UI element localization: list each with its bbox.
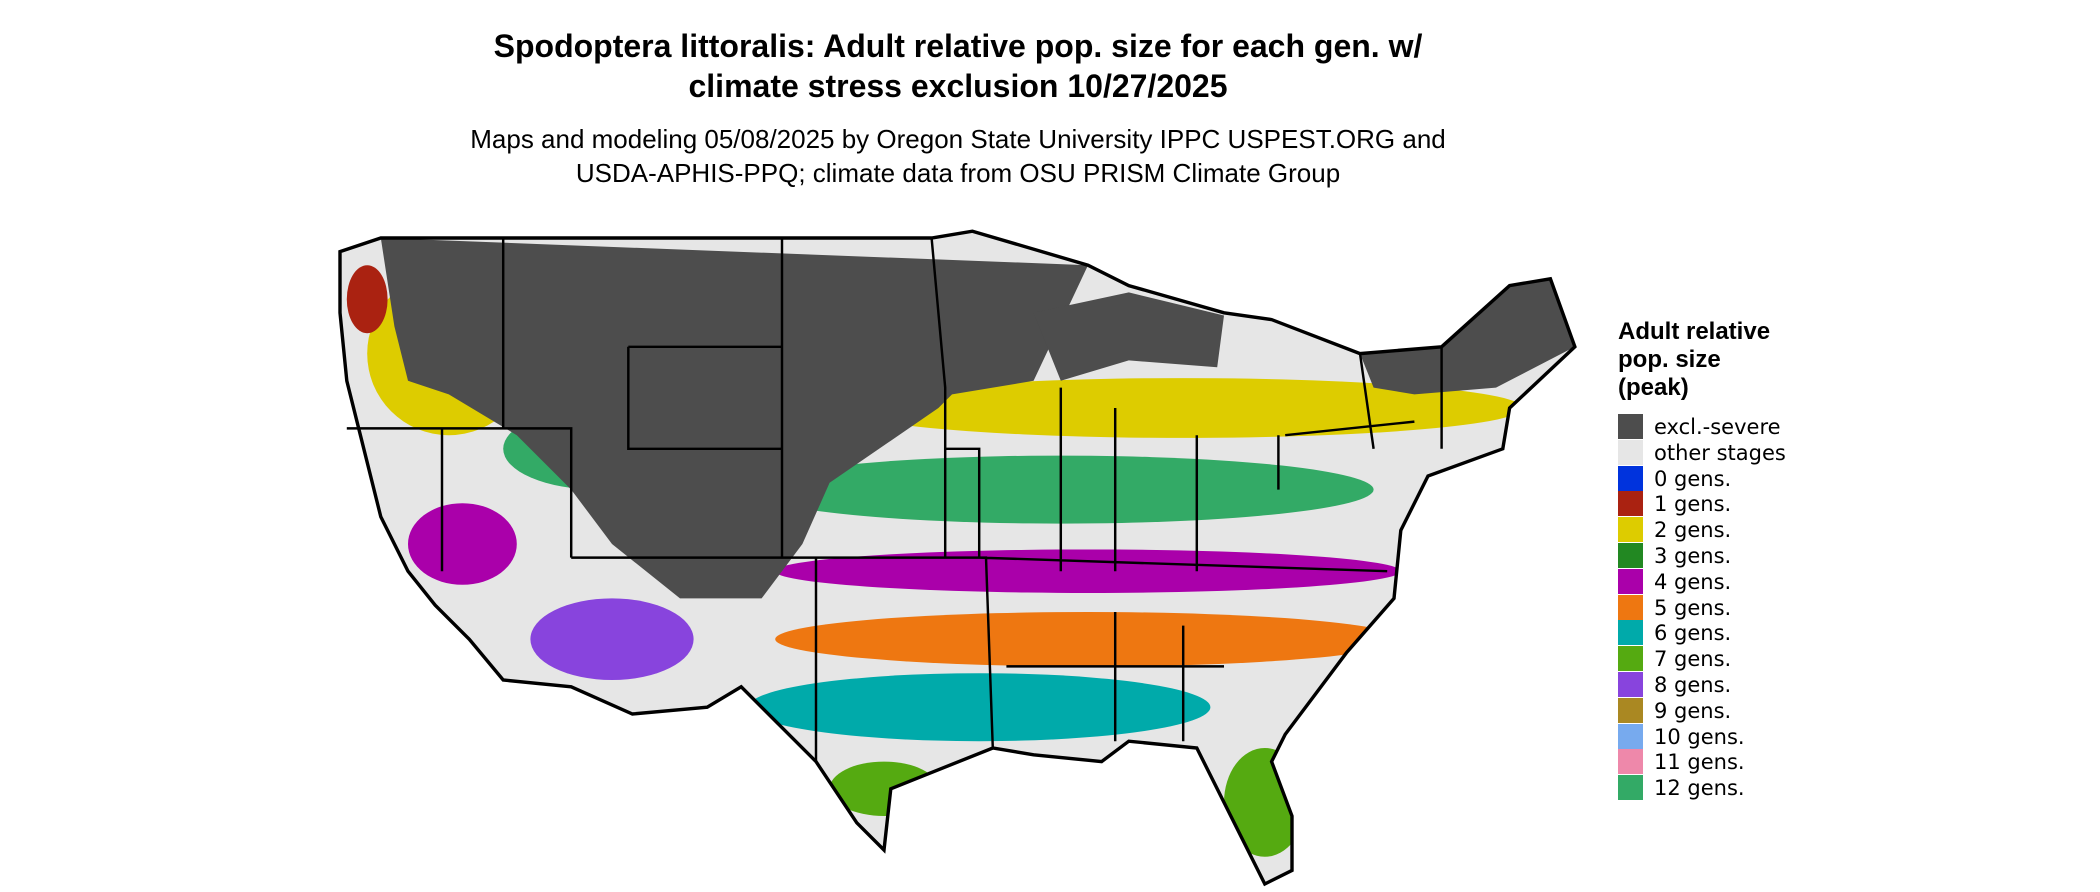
- subtitle: Maps and modeling 05/08/2025 by Oregon S…: [470, 124, 1446, 154]
- subtitle: USDA-APHIS-PPQ; climate data from OSU PR…: [575, 158, 1341, 188]
- legend-label: 4 gens.: [1654, 569, 1732, 594]
- legend-swatch: [1618, 697, 1643, 723]
- legend-label: 8 gens.: [1654, 673, 1732, 697]
- legend-swatch: [1618, 568, 1643, 594]
- legend-title: (peak): [1618, 374, 1689, 401]
- region: [530, 598, 694, 680]
- legend-swatch: [1618, 543, 1643, 568]
- legend-label: 7 gens.: [1654, 647, 1732, 672]
- legend-label: 0 gens.: [1654, 466, 1732, 491]
- state-borders: [346, 237, 1443, 762]
- region: [1360, 278, 1575, 395]
- legend-title: pop. size: [1618, 346, 1721, 373]
- legend-label: other stages: [1654, 440, 1786, 465]
- region: [775, 612, 1401, 667]
- legend-swatch: [1618, 620, 1643, 646]
- region: [346, 265, 388, 334]
- region: [843, 378, 1524, 438]
- legend-label: 12 gens.: [1654, 776, 1745, 801]
- legend-swatch: [1618, 749, 1643, 775]
- legend-label: 9 gens.: [1654, 698, 1732, 723]
- title: Spodoptera littoralis: Adult relative po…: [493, 28, 1423, 64]
- region: [1033, 292, 1224, 381]
- legend-swatch: [1618, 723, 1643, 749]
- legend-label: 3 gens.: [1654, 544, 1732, 568]
- legend-label: 2 gens.: [1654, 518, 1732, 543]
- us-map: [338, 229, 1577, 887]
- legend-swatch: [1618, 646, 1643, 672]
- legend-swatch: [1618, 517, 1643, 543]
- title: climate stress exclusion 10/27/2025: [688, 68, 1228, 104]
- region: [408, 503, 517, 585]
- legend-title: Adult relative: [1618, 318, 1771, 345]
- legend-swatch: [1618, 491, 1643, 517]
- legend-label: 1 gens.: [1654, 492, 1732, 517]
- legend-label: 6 gens.: [1654, 621, 1732, 646]
- legend-swatch: [1618, 465, 1643, 491]
- legend-swatch: [1618, 594, 1643, 620]
- legend-swatch: [1618, 414, 1643, 439]
- legend-label: 11 gens.: [1654, 750, 1745, 775]
- legend-swatch: [1618, 439, 1643, 465]
- legend-label: 5 gens.: [1654, 595, 1732, 620]
- region: [380, 238, 1088, 599]
- legend-label: 10 gens.: [1654, 724, 1745, 749]
- region: [775, 549, 1401, 593]
- legend-swatch: [1618, 672, 1643, 697]
- border: [338, 229, 1577, 887]
- legend-label: excl.-severe: [1654, 415, 1781, 439]
- region: [748, 673, 1211, 742]
- legend-swatch: [1618, 775, 1643, 801]
